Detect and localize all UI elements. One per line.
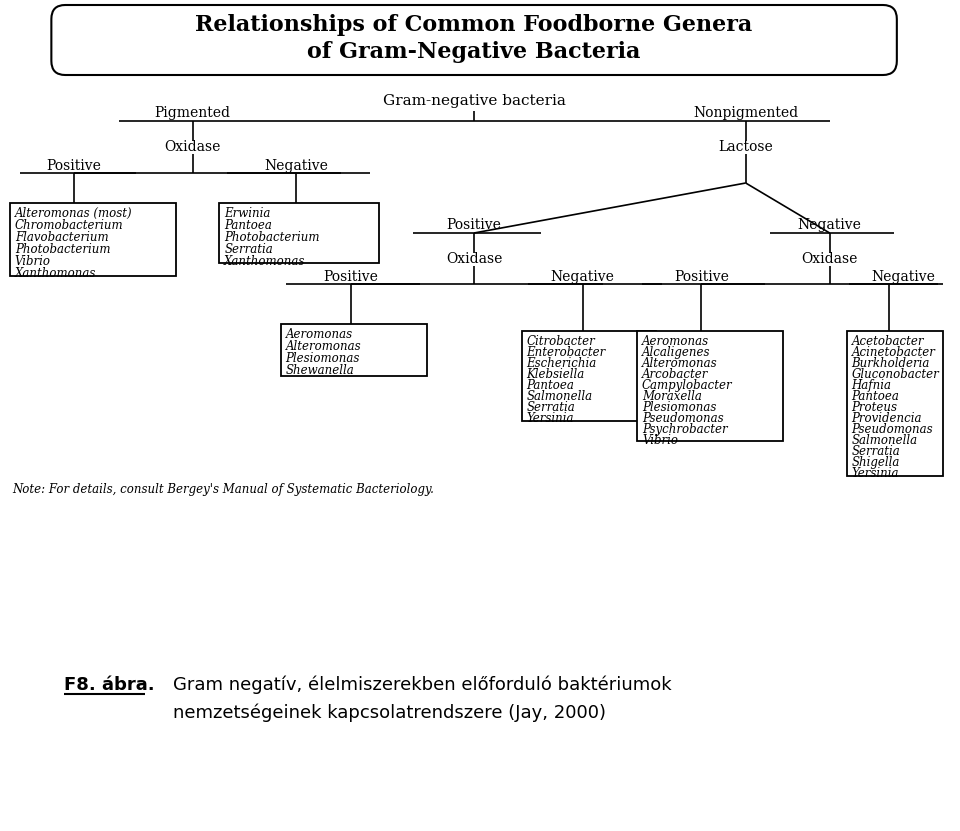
Text: Flavobacterium: Flavobacterium bbox=[14, 231, 108, 244]
Text: Proteus: Proteus bbox=[852, 401, 898, 414]
Text: Shewanella: Shewanella bbox=[285, 364, 354, 377]
Text: Campylobacter: Campylobacter bbox=[642, 379, 732, 392]
Text: Shigella: Shigella bbox=[852, 456, 900, 469]
Text: Gram-negative bacteria: Gram-negative bacteria bbox=[383, 94, 565, 108]
Text: Pigmented: Pigmented bbox=[155, 106, 230, 120]
Text: Salmonella: Salmonella bbox=[526, 390, 592, 403]
Text: Negative: Negative bbox=[264, 159, 328, 173]
Text: of Gram-Negative Bacteria: of Gram-Negative Bacteria bbox=[307, 41, 640, 63]
Text: Aeromonas: Aeromonas bbox=[285, 328, 352, 341]
Text: Aeromonas: Aeromonas bbox=[642, 335, 709, 348]
Text: Yersinia: Yersinia bbox=[526, 412, 574, 425]
FancyBboxPatch shape bbox=[52, 5, 897, 75]
Text: Positive: Positive bbox=[446, 218, 501, 232]
Text: Positive: Positive bbox=[674, 270, 729, 284]
Text: Escherichia: Escherichia bbox=[526, 357, 597, 370]
Text: Pseudomonas: Pseudomonas bbox=[852, 423, 933, 436]
Text: Citrobacter: Citrobacter bbox=[526, 335, 595, 348]
Text: Positive: Positive bbox=[324, 270, 378, 284]
Text: Oxidase: Oxidase bbox=[445, 252, 502, 266]
Text: Pantoea: Pantoea bbox=[852, 390, 900, 403]
Text: Note: For details, consult Bergey's Manual of Systematic Bacteriology.: Note: For details, consult Bergey's Manu… bbox=[12, 483, 434, 496]
Text: Acetobacter: Acetobacter bbox=[852, 335, 924, 348]
Text: Salmonella: Salmonella bbox=[852, 434, 918, 447]
Text: Plesiomonas: Plesiomonas bbox=[285, 352, 360, 365]
Text: Burkholderia: Burkholderia bbox=[852, 357, 930, 370]
Text: Providencia: Providencia bbox=[852, 412, 922, 425]
Text: Serratia: Serratia bbox=[526, 401, 575, 414]
Text: Vibrio: Vibrio bbox=[642, 434, 678, 447]
Text: Xanthomonas: Xanthomonas bbox=[14, 267, 96, 280]
Text: Gram negatív, élelmiszerekben előforduló baktériumok: Gram negatív, élelmiszerekben előforduló… bbox=[173, 676, 671, 695]
FancyBboxPatch shape bbox=[280, 324, 426, 376]
Text: Relationships of Common Foodborne Genera: Relationships of Common Foodborne Genera bbox=[196, 14, 753, 36]
Text: Negative: Negative bbox=[551, 270, 614, 284]
Text: Oxidase: Oxidase bbox=[164, 140, 221, 154]
FancyBboxPatch shape bbox=[637, 331, 783, 441]
Text: Pseudomonas: Pseudomonas bbox=[642, 412, 724, 425]
Text: Enterobacter: Enterobacter bbox=[526, 346, 606, 359]
Text: Nonpigmented: Nonpigmented bbox=[693, 106, 799, 120]
Text: Negative: Negative bbox=[798, 218, 862, 232]
Text: Alteromonas: Alteromonas bbox=[285, 340, 361, 353]
Text: Xanthomonas: Xanthomonas bbox=[225, 255, 305, 268]
Text: F8. ábra.: F8. ábra. bbox=[64, 676, 155, 694]
Text: Pantoea: Pantoea bbox=[225, 219, 272, 232]
Text: Klebsiella: Klebsiella bbox=[526, 368, 585, 381]
Text: Oxidase: Oxidase bbox=[802, 252, 858, 266]
Text: Plesiomonas: Plesiomonas bbox=[642, 401, 716, 414]
FancyBboxPatch shape bbox=[10, 203, 176, 276]
Text: Erwinia: Erwinia bbox=[225, 207, 271, 220]
Text: Photobacterium: Photobacterium bbox=[225, 231, 320, 244]
Text: Pantoea: Pantoea bbox=[526, 379, 574, 392]
Text: Serratia: Serratia bbox=[852, 445, 900, 458]
FancyBboxPatch shape bbox=[219, 203, 379, 263]
Text: Yersinia: Yersinia bbox=[852, 467, 899, 480]
FancyBboxPatch shape bbox=[848, 331, 944, 476]
Text: Chromobacterium: Chromobacterium bbox=[14, 219, 124, 232]
Text: Alteromonas (most): Alteromonas (most) bbox=[14, 207, 132, 220]
Text: Negative: Negative bbox=[872, 270, 936, 284]
Text: Gluconobacter: Gluconobacter bbox=[852, 368, 939, 381]
Text: Moraxella: Moraxella bbox=[642, 390, 702, 403]
Text: Vibrio: Vibrio bbox=[14, 255, 51, 268]
Text: Hafnia: Hafnia bbox=[852, 379, 892, 392]
Text: Psychrobacter: Psychrobacter bbox=[642, 423, 728, 436]
Text: Lactose: Lactose bbox=[718, 140, 773, 154]
Text: Serratia: Serratia bbox=[225, 243, 273, 256]
Text: Photobacterium: Photobacterium bbox=[14, 243, 110, 256]
Text: Acinetobacter: Acinetobacter bbox=[852, 346, 935, 359]
Text: Positive: Positive bbox=[47, 159, 102, 173]
Text: Alcaligenes: Alcaligenes bbox=[642, 346, 710, 359]
Text: Alteromonas: Alteromonas bbox=[642, 357, 718, 370]
FancyBboxPatch shape bbox=[521, 331, 656, 421]
Text: Arcobacter: Arcobacter bbox=[642, 368, 708, 381]
Text: nemzetségeinek kapcsolatrendszere (Jay, 2000): nemzetségeinek kapcsolatrendszere (Jay, … bbox=[173, 704, 606, 722]
